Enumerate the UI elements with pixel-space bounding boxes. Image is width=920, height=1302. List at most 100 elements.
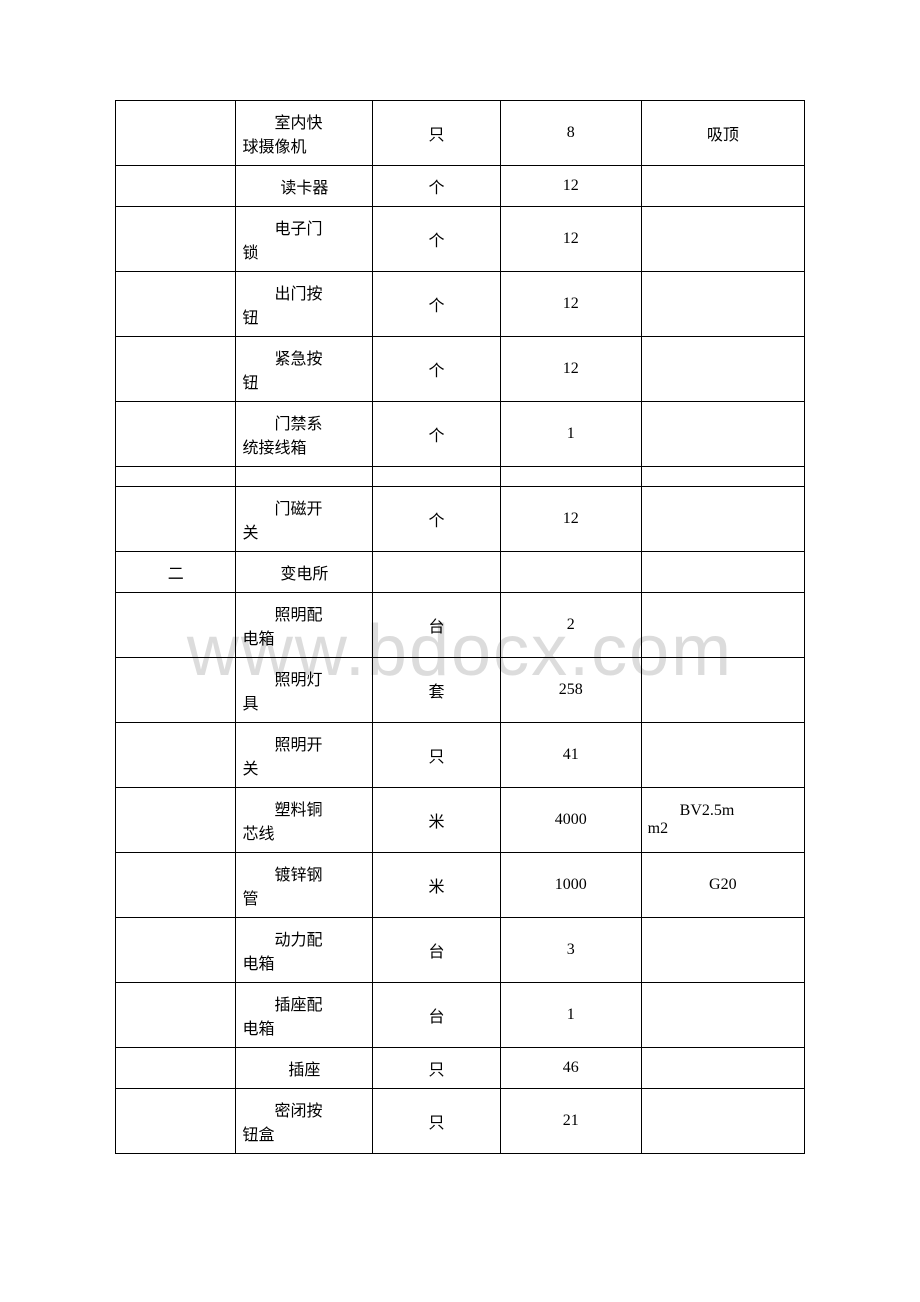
cell-index xyxy=(116,918,236,983)
cell-remark xyxy=(641,983,804,1048)
table-row: 塑料铜芯线米4000BV2.5mm2 xyxy=(116,788,805,853)
cell-unit: 只 xyxy=(373,1048,501,1089)
cell-item-name: 出门按钮 xyxy=(236,272,373,337)
cell-item-name: 门禁系统接线箱 xyxy=(236,402,373,467)
table-row: 电子门锁个12 xyxy=(116,207,805,272)
cell-quantity: 1 xyxy=(500,983,641,1048)
table-row: 照明配电箱台2 xyxy=(116,593,805,658)
cell-item-name: 照明配电箱 xyxy=(236,593,373,658)
cell-index xyxy=(116,853,236,918)
cell-index xyxy=(116,983,236,1048)
cell-remark xyxy=(641,487,804,552)
cell-index xyxy=(116,467,236,487)
cell-unit: 只 xyxy=(373,723,501,788)
table-row: 室内快球摄像机只8吸顶 xyxy=(116,101,805,166)
cell-remark: 吸顶 xyxy=(641,101,804,166)
cell-index xyxy=(116,166,236,207)
cell-quantity: 4000 xyxy=(500,788,641,853)
cell-index xyxy=(116,272,236,337)
cell-unit: 台 xyxy=(373,593,501,658)
cell-index xyxy=(116,788,236,853)
cell-remark xyxy=(641,918,804,983)
cell-item-name: 室内快球摄像机 xyxy=(236,101,373,166)
cell-index xyxy=(116,1048,236,1089)
cell-quantity: 2 xyxy=(500,593,641,658)
cell-index xyxy=(116,593,236,658)
cell-remark xyxy=(641,552,804,593)
cell-item-name: 照明开关 xyxy=(236,723,373,788)
cell-quantity xyxy=(500,467,641,487)
cell-quantity: 46 xyxy=(500,1048,641,1089)
cell-unit: 台 xyxy=(373,918,501,983)
cell-unit: 套 xyxy=(373,658,501,723)
cell-index xyxy=(116,101,236,166)
table-row xyxy=(116,467,805,487)
cell-unit: 只 xyxy=(373,101,501,166)
cell-remark xyxy=(641,272,804,337)
table-row: 门禁系统接线箱个1 xyxy=(116,402,805,467)
table-row: 门磁开关个12 xyxy=(116,487,805,552)
cell-remark xyxy=(641,166,804,207)
cell-index xyxy=(116,723,236,788)
cell-remark xyxy=(641,207,804,272)
cell-quantity: 258 xyxy=(500,658,641,723)
cell-remark xyxy=(641,1089,804,1154)
cell-item-name xyxy=(236,467,373,487)
cell-unit: 个 xyxy=(373,272,501,337)
cell-quantity xyxy=(500,552,641,593)
cell-remark xyxy=(641,723,804,788)
cell-unit: 个 xyxy=(373,207,501,272)
cell-quantity: 12 xyxy=(500,166,641,207)
table-row: 二变电所 xyxy=(116,552,805,593)
table-row: 动力配电箱台3 xyxy=(116,918,805,983)
cell-quantity: 8 xyxy=(500,101,641,166)
cell-item-name: 变电所 xyxy=(236,552,373,593)
cell-quantity: 21 xyxy=(500,1089,641,1154)
cell-item-name: 电子门锁 xyxy=(236,207,373,272)
cell-unit: 台 xyxy=(373,983,501,1048)
cell-item-name: 紧急按钮 xyxy=(236,337,373,402)
cell-item-name: 插座 xyxy=(236,1048,373,1089)
cell-index xyxy=(116,1089,236,1154)
table-row: 插座配电箱台1 xyxy=(116,983,805,1048)
cell-unit: 米 xyxy=(373,788,501,853)
table-row: 照明开关只41 xyxy=(116,723,805,788)
cell-remark xyxy=(641,402,804,467)
cell-remark xyxy=(641,337,804,402)
cell-item-name: 门磁开关 xyxy=(236,487,373,552)
table-row: 密闭按钮盒只21 xyxy=(116,1089,805,1154)
cell-index xyxy=(116,658,236,723)
cell-quantity: 1 xyxy=(500,402,641,467)
cell-quantity: 12 xyxy=(500,272,641,337)
cell-remark xyxy=(641,1048,804,1089)
cell-unit: 个 xyxy=(373,166,501,207)
cell-index xyxy=(116,337,236,402)
cell-remark xyxy=(641,658,804,723)
cell-remark xyxy=(641,593,804,658)
cell-index xyxy=(116,207,236,272)
cell-unit: 个 xyxy=(373,337,501,402)
cell-quantity: 12 xyxy=(500,207,641,272)
cell-quantity: 1000 xyxy=(500,853,641,918)
cell-remark xyxy=(641,467,804,487)
table-row: 出门按钮个12 xyxy=(116,272,805,337)
table-row: 照明灯具套258 xyxy=(116,658,805,723)
cell-index xyxy=(116,487,236,552)
cell-quantity: 12 xyxy=(500,487,641,552)
cell-unit: 个 xyxy=(373,402,501,467)
cell-index xyxy=(116,402,236,467)
cell-item-name: 密闭按钮盒 xyxy=(236,1089,373,1154)
cell-unit: 只 xyxy=(373,1089,501,1154)
cell-remark: BV2.5mm2 xyxy=(641,788,804,853)
cell-item-name: 照明灯具 xyxy=(236,658,373,723)
equipment-table: 室内快球摄像机只8吸顶读卡器个12电子门锁个12出门按钮个12紧急按钮个12门禁… xyxy=(115,100,805,1154)
cell-quantity: 12 xyxy=(500,337,641,402)
table-row: 读卡器个12 xyxy=(116,166,805,207)
table-row: 镀锌钢管米1000G20 xyxy=(116,853,805,918)
cell-item-name: 读卡器 xyxy=(236,166,373,207)
cell-item-name: 塑料铜芯线 xyxy=(236,788,373,853)
cell-item-name: 动力配电箱 xyxy=(236,918,373,983)
cell-unit: 米 xyxy=(373,853,501,918)
cell-item-name: 镀锌钢管 xyxy=(236,853,373,918)
table-row: 插座只46 xyxy=(116,1048,805,1089)
